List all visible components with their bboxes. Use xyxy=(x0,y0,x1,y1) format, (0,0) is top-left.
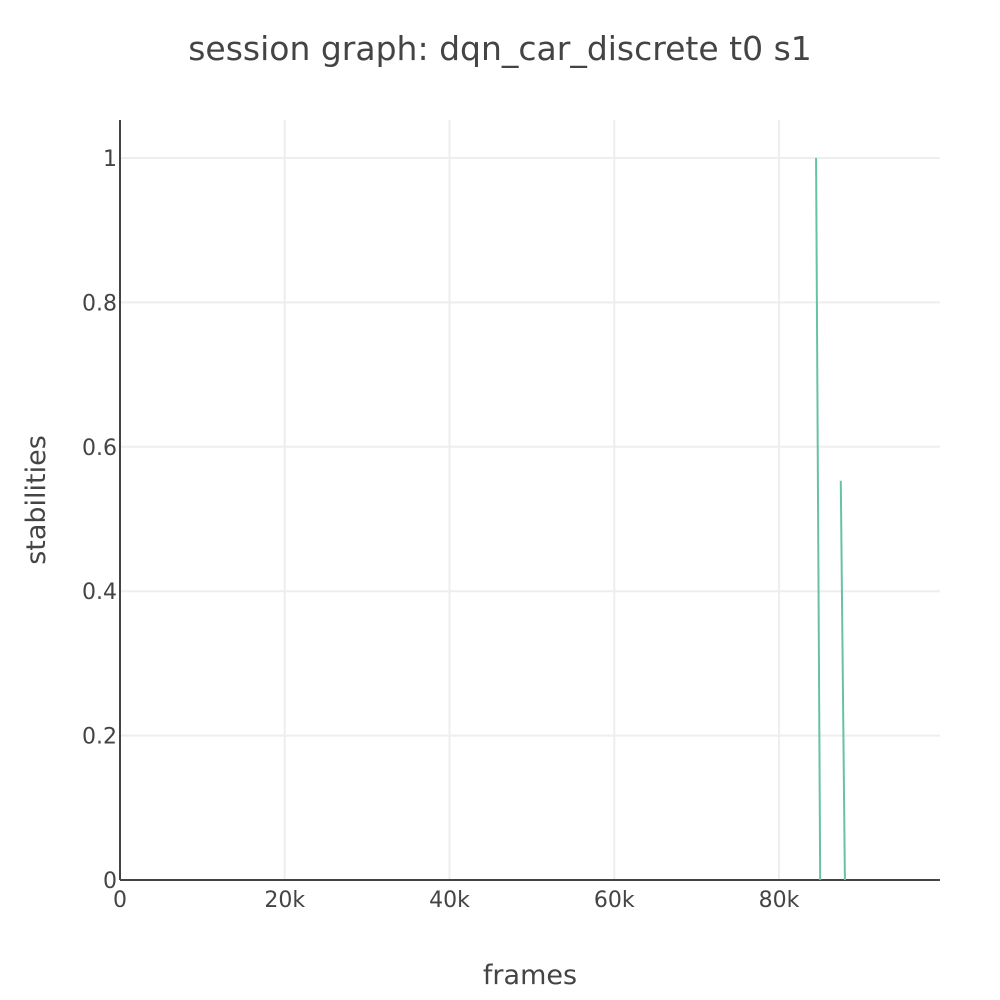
y-axis-title: stabilities xyxy=(21,435,52,565)
y-tick-label: 1 xyxy=(103,147,117,172)
series-line-segment xyxy=(815,157,822,881)
y-tick-label: 0 xyxy=(103,869,117,894)
x-tick-label: 40k xyxy=(429,888,470,913)
y-tick-label: 0.2 xyxy=(82,725,117,750)
series-line-segment xyxy=(839,480,846,881)
x-tick-label: 80k xyxy=(759,888,800,913)
chart-title: session graph: dqn_car_discrete t0 s1 xyxy=(188,29,812,68)
y-tick-label: 0.4 xyxy=(82,580,117,605)
label-layer: 0 20k 40k 60k 80k 0 0.2 0.4 0.6 0.8 1 xyxy=(82,147,800,913)
x-tick-label: 20k xyxy=(264,888,305,913)
grid-layer xyxy=(120,120,940,880)
series-layer xyxy=(815,157,846,881)
x-tick-label: 60k xyxy=(594,888,635,913)
y-tick-label: 0.8 xyxy=(82,291,117,316)
y-tick-label: 0.6 xyxy=(82,436,117,461)
x-axis-title: frames xyxy=(483,960,577,991)
axis-layer xyxy=(119,120,940,881)
x-tick-label: 0 xyxy=(113,888,127,913)
